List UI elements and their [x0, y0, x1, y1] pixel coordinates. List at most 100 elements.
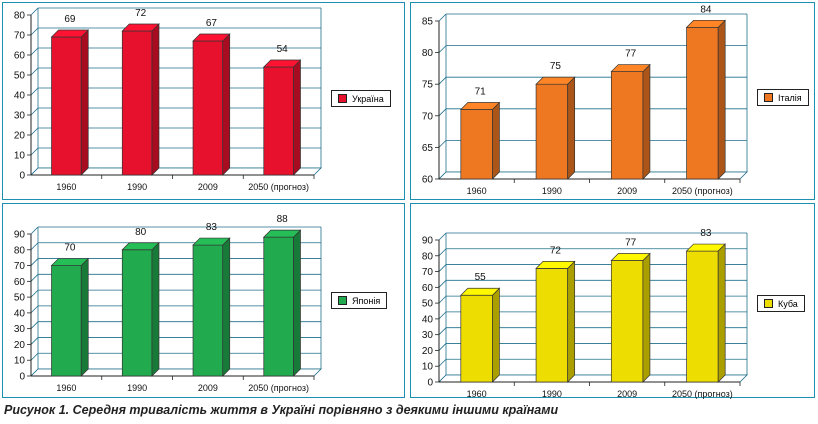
y-tick-label: 50 — [422, 299, 434, 310]
x-tick-label: 1990 — [542, 186, 562, 196]
gridline-side — [30, 242, 39, 251]
x-tick-label: 2009 — [617, 389, 637, 399]
chart-ukraine: 0 10 20 30 40 50 60 70 80 69 1960 72 1990 67 2009 54 205… — [2, 2, 405, 200]
chart-italy-svg: 60 65 70 75 80 85 71 1960 75 1990 77 2009 84 2050 (пр… — [422, 4, 748, 196]
bar — [192, 33, 231, 176]
data-label: 83 — [700, 228, 712, 239]
y-tick-label: 0 — [19, 372, 25, 383]
bar-front — [121, 30, 153, 176]
chart-italy: 60 65 70 75 80 85 71 1960 75 1990 77 2009 84 2050 (пр… — [410, 2, 815, 200]
x-tick-label: 1990 — [127, 182, 147, 192]
gridline-side — [30, 27, 39, 36]
bar-top — [685, 19, 727, 28]
y-tick-label: 50 — [14, 71, 26, 82]
gridline-side — [438, 45, 447, 53]
y-tick-label: 70 — [422, 111, 434, 122]
data-label: 72 — [550, 245, 562, 256]
y-tick-label: 40 — [14, 91, 26, 102]
y-tick-label: 60 — [422, 283, 434, 294]
bar-side — [642, 63, 651, 180]
x-tick-label: 1960 — [56, 182, 76, 192]
gridline-side — [30, 352, 39, 361]
x-tick-label: 1960 — [56, 383, 76, 393]
bar — [50, 257, 90, 377]
chart-japan-svg: 0 10 20 30 40 50 60 70 80 90 70 1960 80 1990 83 2009 88 2… — [14, 214, 322, 393]
bar-top — [262, 229, 302, 238]
y-tick-label: 60 — [14, 51, 26, 62]
bar — [50, 29, 90, 176]
bar-side — [567, 260, 576, 383]
bar-side — [80, 257, 89, 377]
y-tick-label: 30 — [14, 324, 26, 335]
gridline-side — [438, 264, 447, 272]
x-tick-label: 1960 — [467, 389, 487, 399]
legend-swatch — [338, 94, 347, 103]
gridline-side — [438, 248, 447, 257]
bar-side — [492, 287, 500, 383]
bar-front — [263, 66, 294, 176]
data-label: 67 — [206, 18, 218, 29]
chart-ukraine-svg: 0 10 20 30 40 50 60 70 80 69 1960 72 1990 67 2009 54 205… — [14, 7, 322, 192]
gridline-side — [30, 226, 39, 235]
y-tick-label: 20 — [14, 340, 26, 351]
gridline-side — [30, 289, 39, 298]
gridline-side — [30, 67, 39, 76]
bar-front — [192, 244, 224, 377]
legend: Італія — [757, 89, 809, 106]
data-label: 70 — [64, 243, 76, 254]
bar-front — [610, 71, 644, 180]
bar-side — [151, 23, 160, 176]
y-tick-label: 70 — [14, 261, 26, 272]
bar-top — [535, 76, 576, 85]
bar-front — [686, 26, 719, 180]
y-tick-label: 80 — [422, 48, 434, 59]
gridline-side — [30, 87, 39, 96]
y-tick-label: 65 — [422, 143, 434, 154]
bar-front — [686, 250, 719, 383]
bar-front — [192, 40, 224, 176]
x-tick-label: 2050 (прогноз) — [248, 182, 309, 192]
bar — [262, 229, 302, 377]
x-tick-label: 1990 — [542, 389, 562, 399]
legend-swatch — [338, 296, 347, 305]
gridline-side — [30, 107, 39, 116]
gridline-side — [438, 311, 447, 320]
figure-caption: Рисунок 1. Середня тривалість життя в Ук… — [4, 403, 559, 417]
bar — [610, 63, 651, 180]
bar-side — [717, 243, 726, 383]
y-tick-label: 90 — [14, 230, 26, 241]
bar-top — [459, 287, 501, 296]
bar-top — [535, 261, 576, 269]
gridline-side — [30, 305, 39, 314]
gridline-side — [438, 13, 447, 22]
y-tick-label: 10 — [14, 151, 26, 162]
bar — [121, 23, 160, 176]
legend-swatch — [764, 93, 773, 102]
data-label: 54 — [277, 44, 289, 55]
data-label: 77 — [625, 238, 637, 249]
gridline-side — [438, 232, 447, 241]
data-label: 71 — [475, 86, 487, 97]
y-tick-label: 90 — [422, 236, 434, 247]
y-tick-label: 70 — [14, 31, 26, 42]
bar-side — [222, 237, 231, 377]
bar — [535, 260, 576, 383]
bar — [459, 287, 501, 383]
bar — [685, 243, 727, 383]
bar-top — [459, 102, 501, 110]
gridline-side — [438, 343, 447, 351]
data-label: 72 — [135, 8, 147, 19]
bar-top — [50, 258, 90, 266]
bar-top — [262, 59, 302, 68]
gridline-side — [438, 295, 447, 304]
bar — [459, 101, 501, 180]
data-label: 83 — [206, 222, 218, 233]
y-tick-label: 80 — [14, 245, 26, 256]
data-label: 84 — [700, 4, 712, 15]
y-tick-label: 0 — [427, 378, 433, 389]
y-tick-label: 30 — [422, 330, 434, 341]
bar-side — [293, 59, 301, 176]
bar-front — [263, 236, 294, 377]
x-tick-label: 2050 (прогноз) — [248, 383, 309, 393]
